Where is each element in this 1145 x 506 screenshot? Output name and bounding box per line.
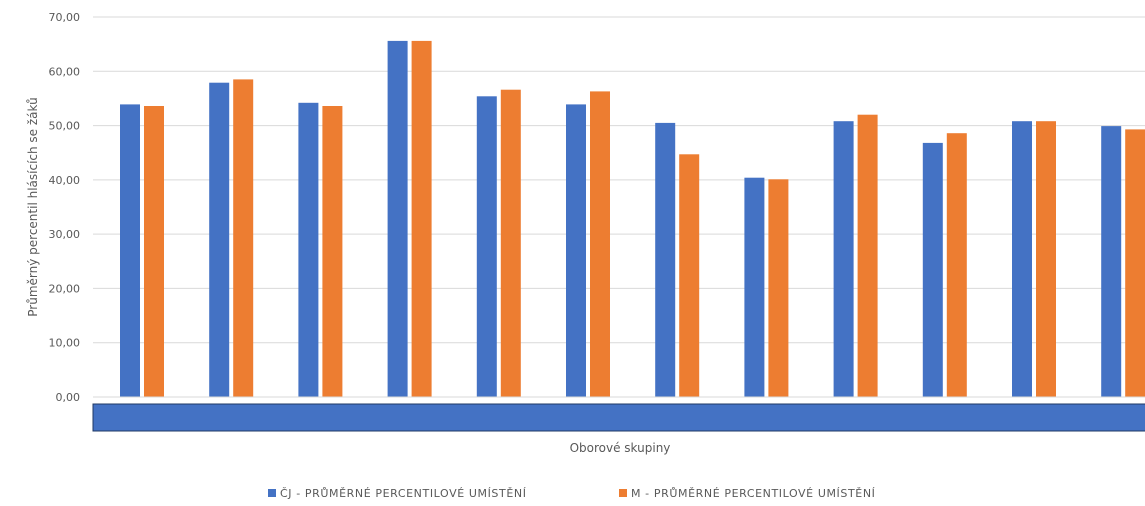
bar-m (590, 91, 610, 398)
bar-m (1036, 121, 1056, 397)
bar-m (500, 89, 521, 397)
legend-label-m: M - PRŮMĚRNÉ PERCENTILOVÉ UMÍSTĚNÍ (631, 487, 876, 500)
bar-cj (387, 40, 408, 398)
y-tick-label: 50,00 (49, 120, 81, 133)
grid-lines (93, 16, 1145, 344)
bar-m (144, 106, 164, 397)
bar-cj (1101, 126, 1122, 397)
bar-m (411, 40, 432, 398)
bar-cj (298, 102, 319, 398)
y-tick-label: 0,00 (56, 391, 81, 404)
y-tick-label: 40,00 (49, 174, 81, 187)
bar-cj (655, 122, 676, 398)
bar-cj (209, 82, 230, 397)
y-tick-label: 60,00 (49, 65, 81, 78)
y-axis-title: Průměrný percentil hlásících se žáků (26, 97, 40, 316)
bar-cj (120, 104, 140, 398)
bar-m (1125, 129, 1145, 397)
legend: ČJ - PRŮMĚRNÉ PERCENTILOVÉ UMÍSTĚNÍ M - … (268, 487, 876, 500)
bar-m (322, 106, 343, 397)
bar-m (679, 154, 700, 397)
legend-swatch-cj (268, 489, 276, 497)
y-axis-ticks: 0,00 10,00 20,00 30,00 40,00 50,00 60,00 70,00 (49, 11, 81, 404)
category-axis-band (92, 403, 1145, 432)
bar-cj (744, 177, 765, 397)
y-tick-label: 20,00 (49, 282, 81, 295)
bar-m (233, 79, 254, 398)
bars (120, 40, 1145, 398)
y-tick-label: 10,00 (49, 337, 81, 350)
bar-cj (833, 121, 854, 397)
bar-cj (476, 96, 497, 398)
bar-cj (566, 104, 586, 398)
legend-swatch-m (619, 489, 627, 497)
bar-m (946, 133, 967, 397)
bar-m (857, 114, 878, 397)
bar-cj (922, 142, 943, 397)
legend-label-cj: ČJ - PRŮMĚRNÉ PERCENTILOVÉ UMÍSTĚNÍ (280, 487, 527, 500)
y-tick-label: 70,00 (49, 11, 81, 24)
y-tick-label: 30,00 (49, 228, 81, 241)
x-axis-title: Oborové skupiny (570, 441, 671, 455)
bar-m (768, 179, 789, 397)
bar-cj (1012, 121, 1032, 397)
